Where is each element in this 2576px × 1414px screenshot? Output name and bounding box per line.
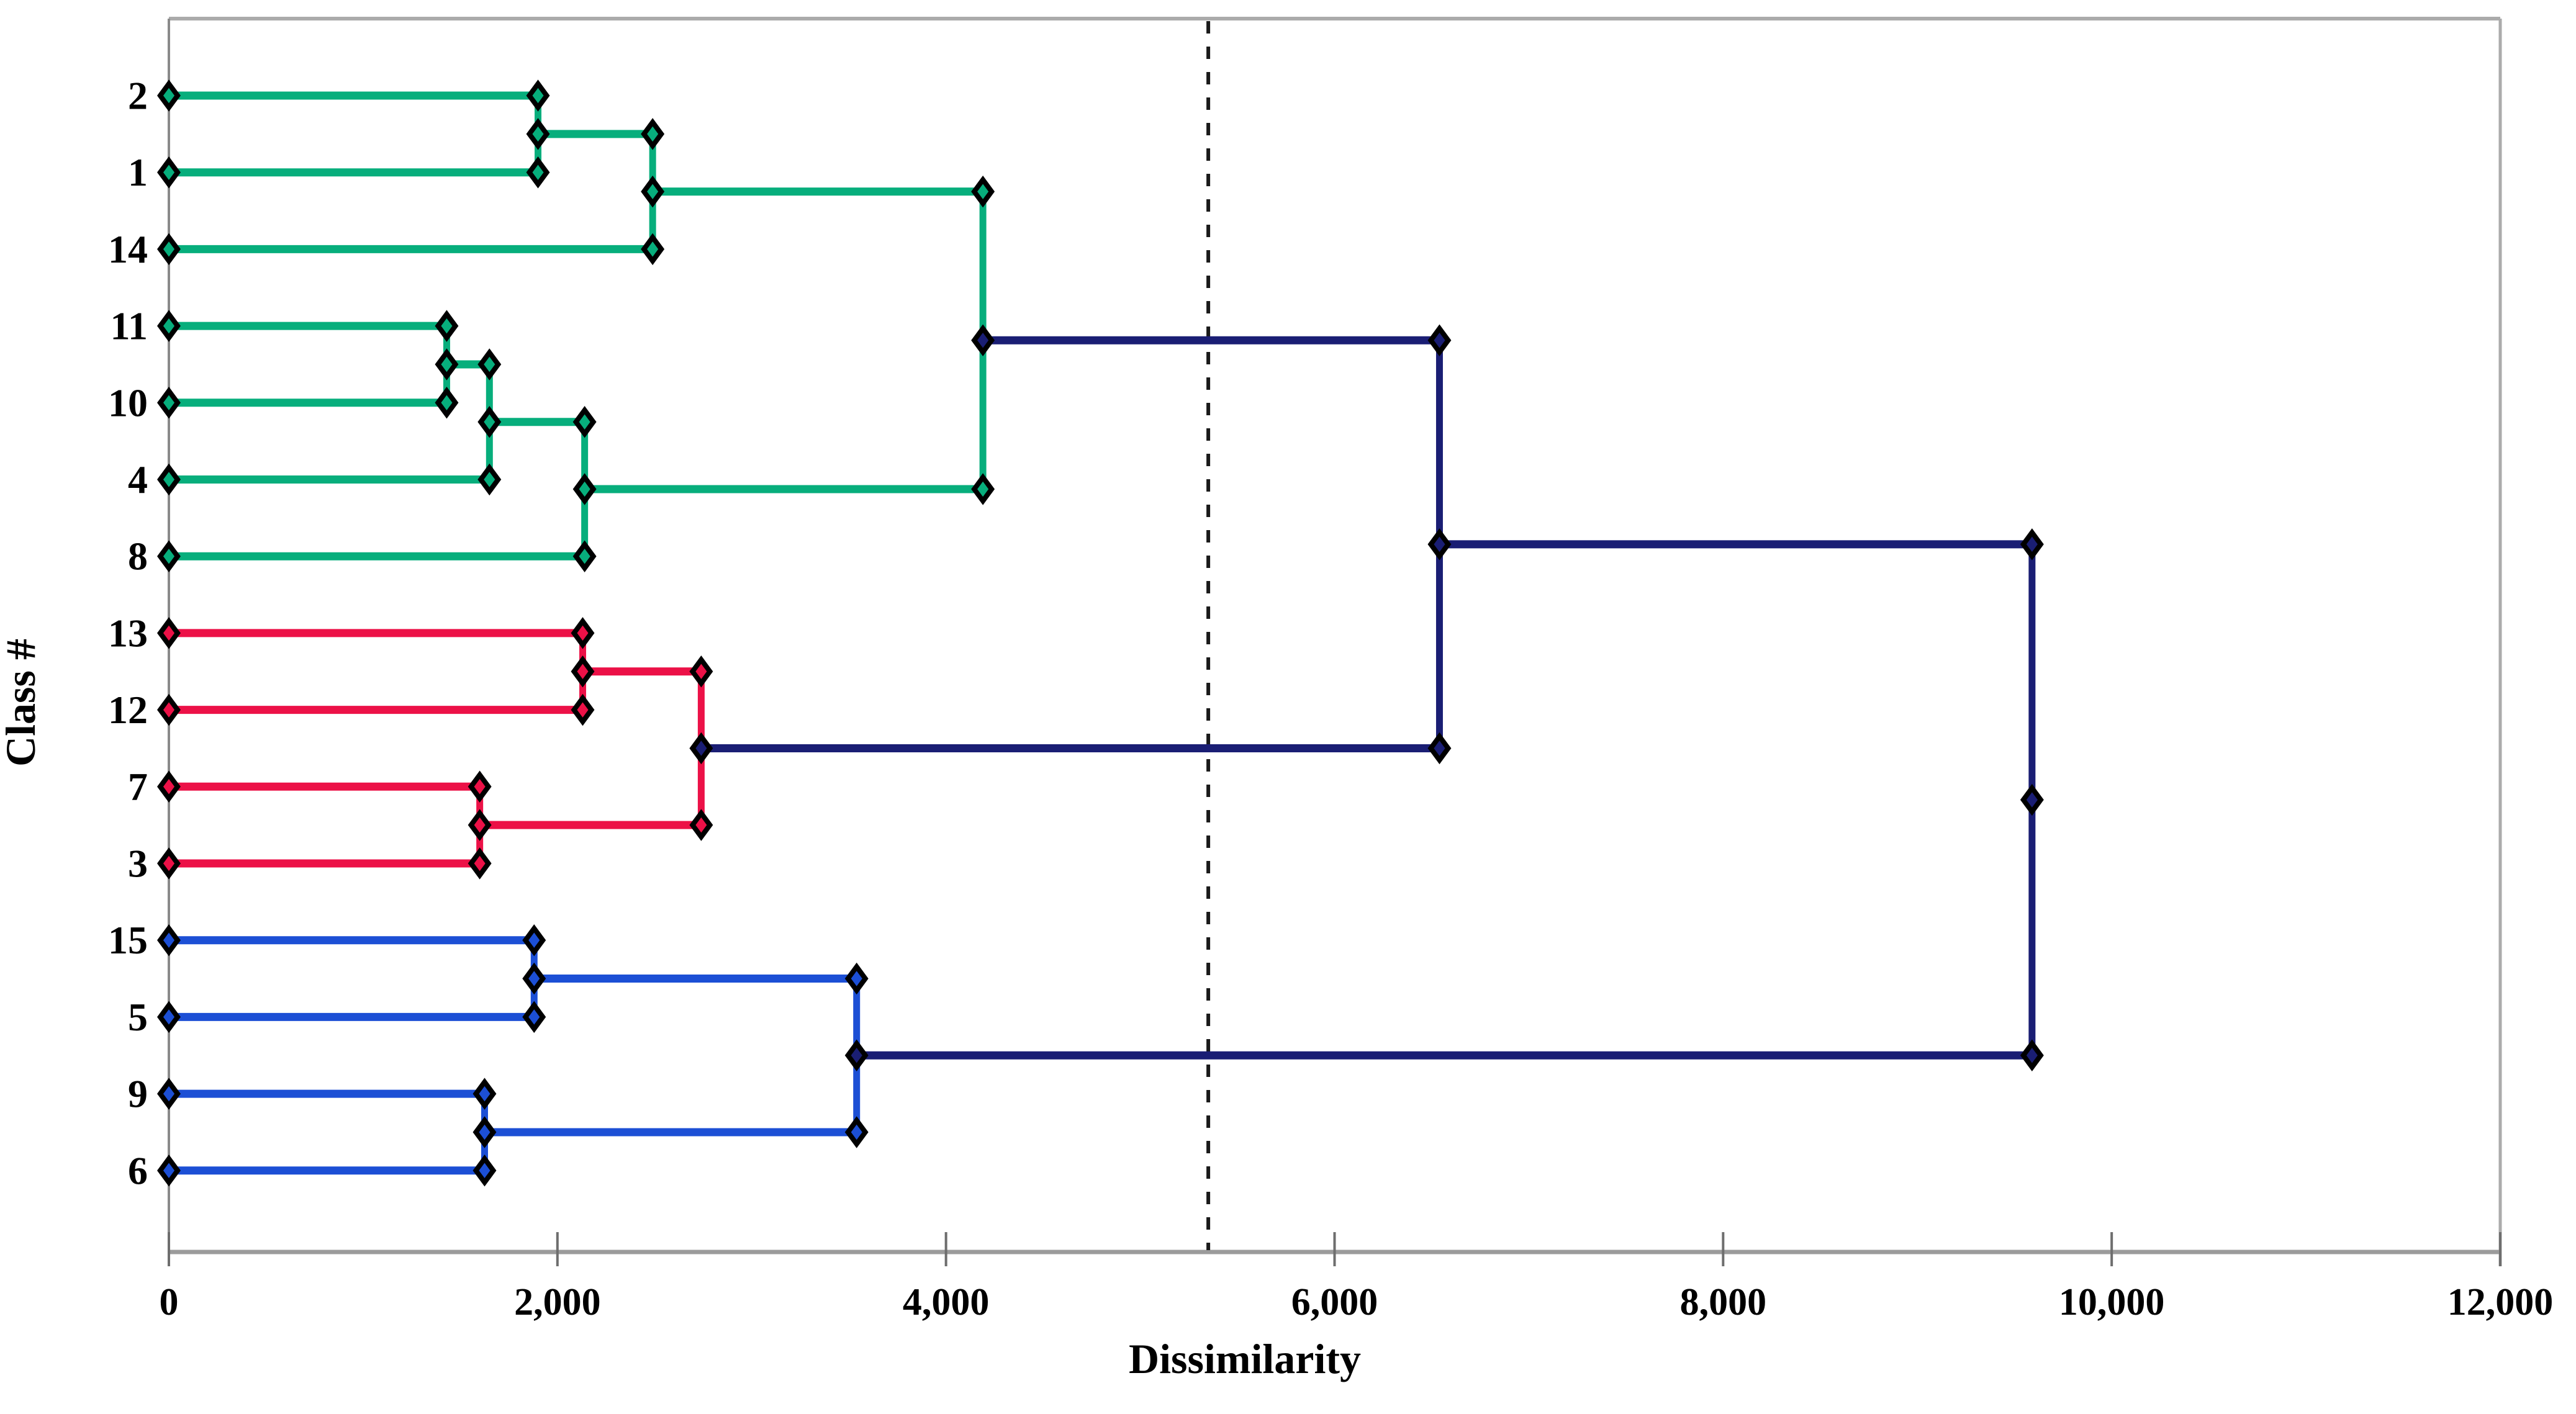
axis-text: 0 2,000 4,000 6,000 8,000 10,000 12,000 2 1 14 11 1… [0, 74, 2553, 1383]
node-marker [157, 924, 181, 957]
node-marker [1427, 324, 1452, 357]
node-marker [157, 156, 181, 189]
node-marker [472, 1078, 497, 1110]
node-marker [435, 348, 459, 381]
node-marker [157, 463, 181, 496]
row-label-11: 11 [111, 304, 148, 348]
plot-frame [168, 17, 2502, 1266]
dendrogram-links [169, 91, 2036, 1175]
node-marker [571, 693, 595, 726]
x-tick-label: 10,000 [2059, 1281, 2165, 1323]
node-marker [689, 655, 713, 688]
row-label-1: 1 [128, 150, 148, 194]
node-marker [1427, 528, 1452, 561]
node-marker [522, 962, 546, 995]
node-marker [468, 809, 492, 841]
node-marker [844, 1039, 869, 1071]
x-tick-label: 12,000 [2447, 1281, 2554, 1323]
row-label-5: 5 [128, 995, 148, 1039]
node-marker [2020, 528, 2044, 561]
node-marker [157, 1001, 181, 1033]
x-tick-label: 8,000 [1680, 1281, 1767, 1323]
x-tick-label: 4,000 [903, 1281, 990, 1323]
node-marker [971, 324, 995, 357]
row-label-4: 4 [128, 457, 148, 502]
node-marker [971, 473, 995, 505]
node-marker [157, 310, 181, 342]
node-marker [157, 770, 181, 803]
node-marker [571, 617, 595, 649]
row-label-15: 15 [108, 918, 148, 962]
node-marker [157, 540, 181, 572]
node-marker [477, 348, 502, 381]
x-tick-label: 2,000 [514, 1281, 601, 1323]
node-marker [526, 118, 550, 150]
node-marker [157, 617, 181, 649]
node-marker [844, 962, 869, 995]
node-marker [468, 770, 492, 803]
row-label-2: 2 [128, 74, 148, 118]
node-marker [572, 540, 597, 572]
row-label-12: 12 [108, 688, 148, 732]
node-marker [526, 79, 550, 112]
node-marker [1427, 732, 1452, 765]
node-marker [572, 405, 597, 438]
node-marker [157, 1078, 181, 1110]
node-marker [641, 118, 665, 150]
node-marker [157, 847, 181, 880]
node-marker [522, 924, 546, 957]
node-marker [844, 1116, 869, 1148]
x-tick-label: 6,000 [1291, 1281, 1378, 1323]
node-marker [157, 1155, 181, 1187]
row-label-14: 14 [108, 227, 148, 271]
node-marker [2020, 1039, 2044, 1071]
node-marker [689, 732, 713, 765]
node-marker [157, 387, 181, 419]
x-tick-label: 0 [160, 1281, 179, 1323]
node-marker [971, 175, 995, 208]
row-label-13: 13 [108, 611, 148, 655]
node-marker [2020, 783, 2044, 816]
node-marker [572, 473, 597, 505]
node-marker [477, 463, 502, 496]
node-marker [522, 1001, 546, 1033]
node-marker [477, 405, 502, 438]
node-marker [157, 233, 181, 266]
node-marker [571, 655, 595, 688]
row-label-3: 3 [128, 842, 148, 886]
node-marker [641, 233, 665, 266]
row-label-6: 6 [128, 1148, 148, 1192]
node-marker [472, 1116, 497, 1148]
row-label-7: 7 [128, 765, 148, 809]
row-label-10: 10 [108, 381, 148, 425]
node-marker [526, 156, 550, 189]
node-marker [435, 310, 459, 342]
x-axis-title: Dissimilarity [1129, 1335, 1361, 1382]
node-markers [157, 79, 2044, 1187]
node-marker [157, 693, 181, 726]
node-marker [468, 847, 492, 880]
node-marker [472, 1155, 497, 1187]
y-axis-title: Class # [0, 639, 44, 767]
row-label-9: 9 [128, 1072, 148, 1116]
node-marker [689, 809, 713, 841]
node-marker [435, 387, 459, 419]
node-marker [641, 175, 665, 208]
row-label-8: 8 [128, 534, 148, 579]
node-marker [157, 79, 181, 112]
